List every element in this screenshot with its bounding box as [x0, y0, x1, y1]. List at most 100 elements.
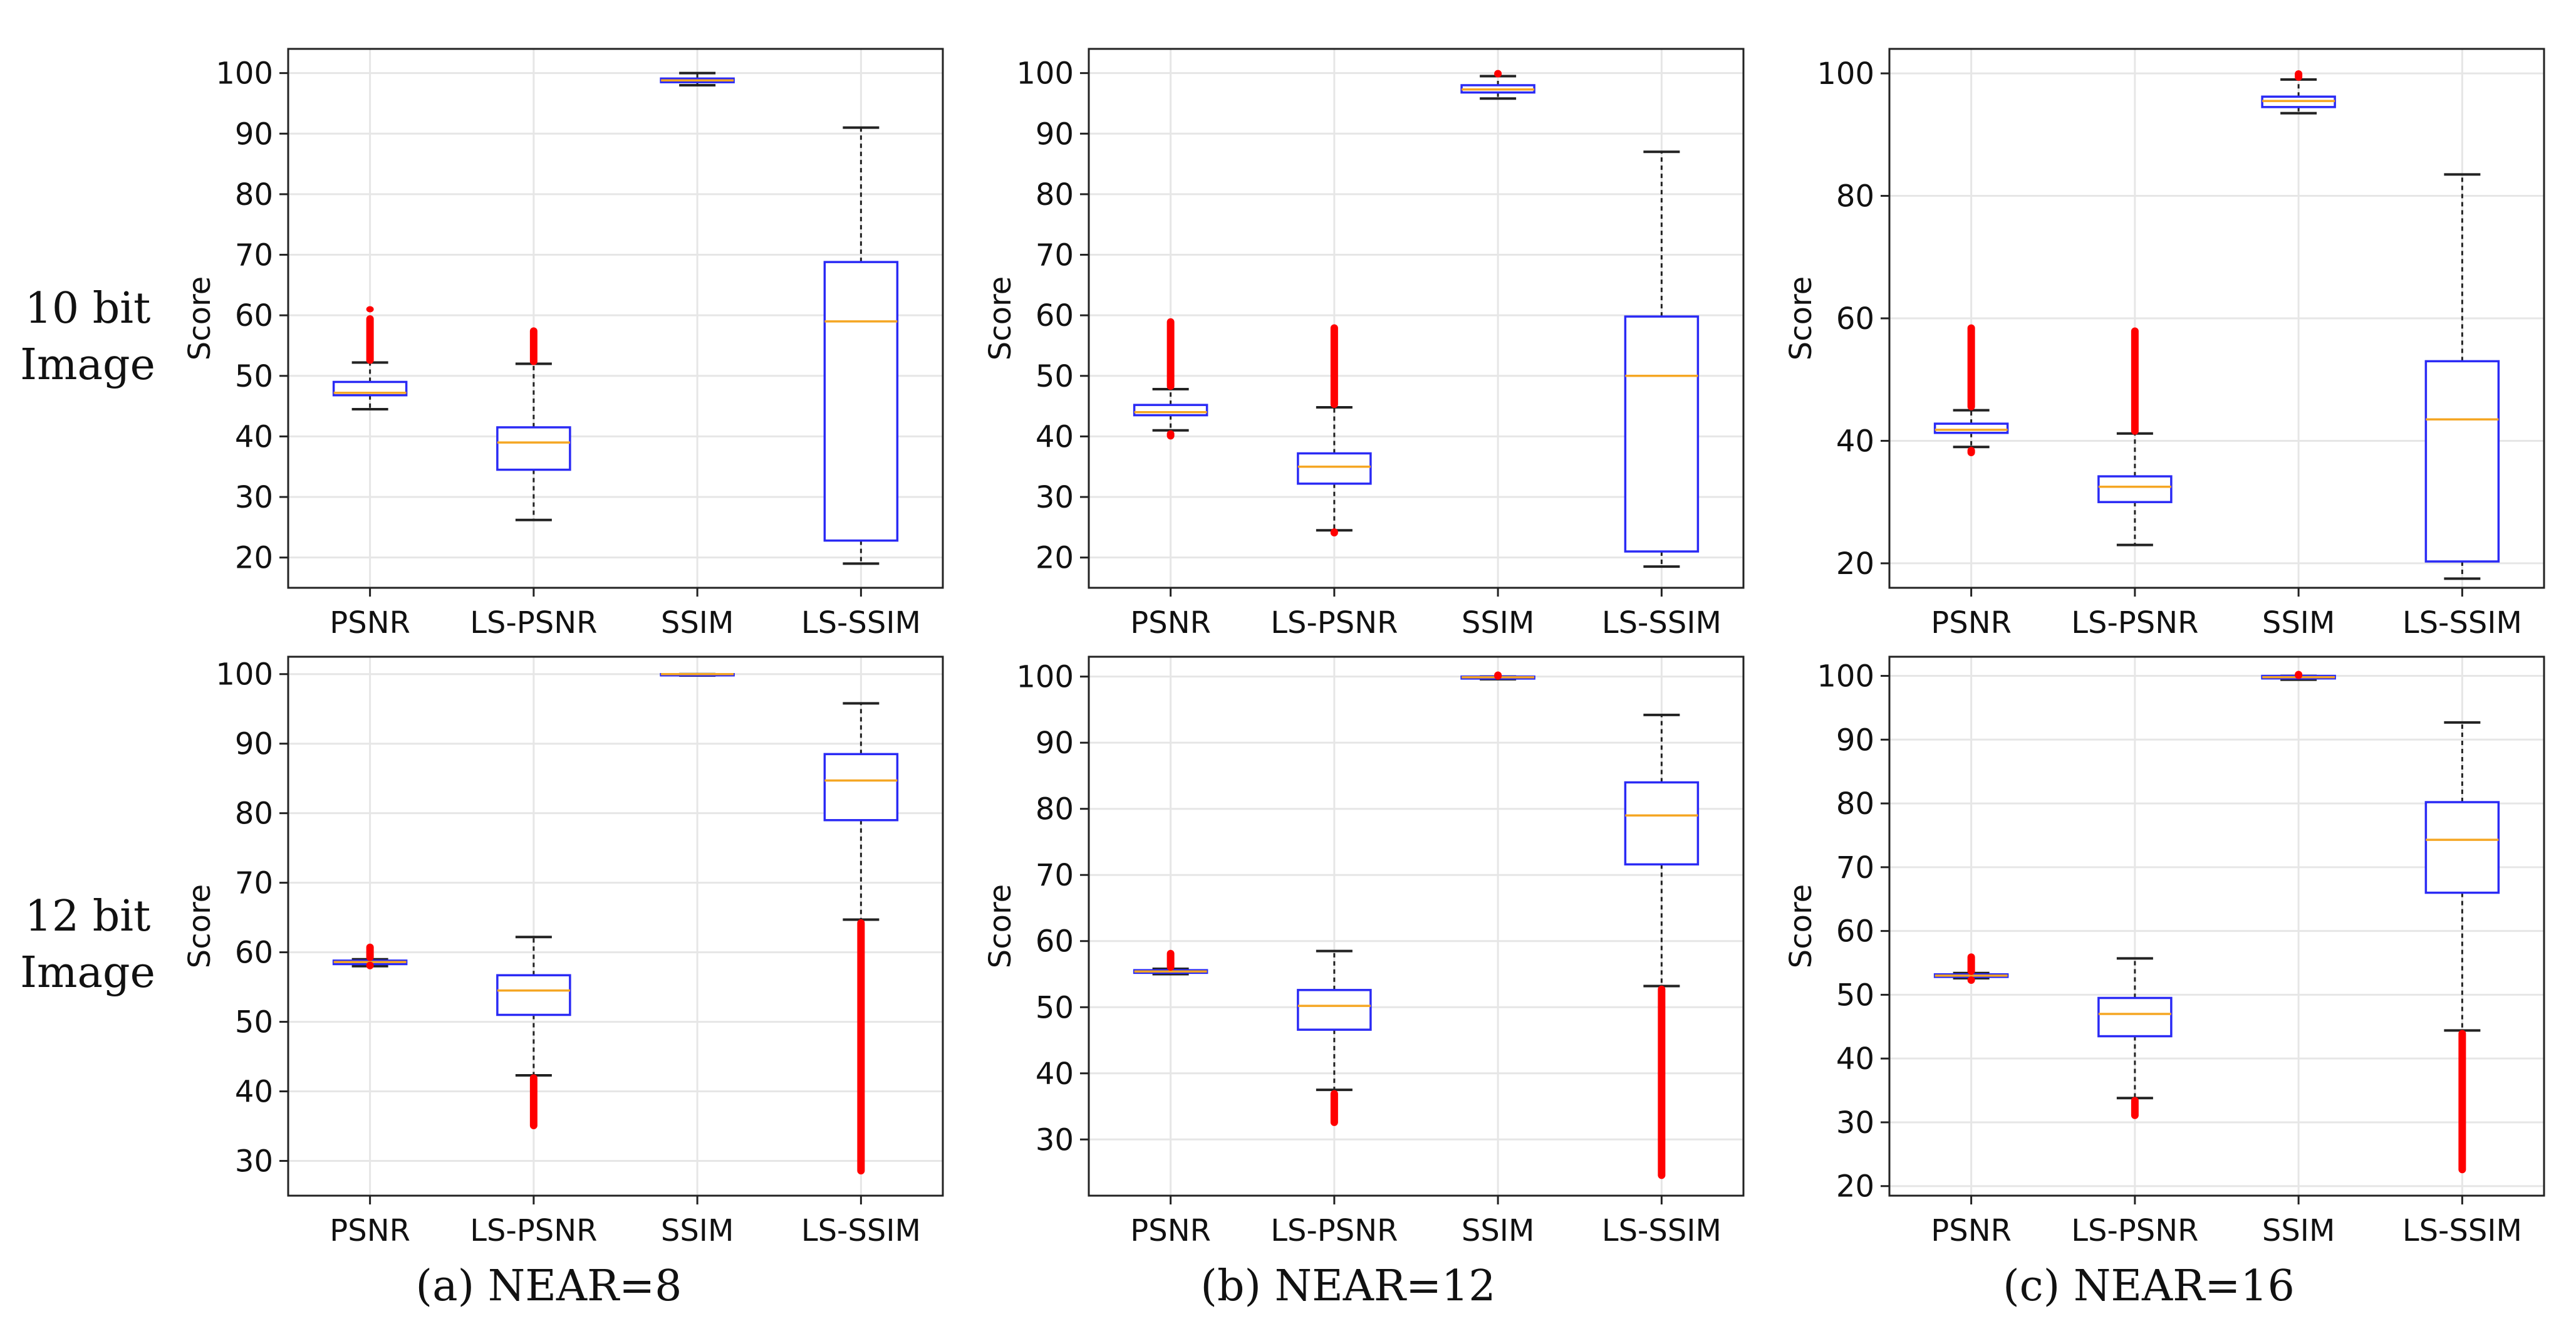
y-tick-label: 50	[235, 359, 273, 394]
x-tick-label: SSIM	[2262, 605, 2335, 640]
box-psnr	[1933, 953, 2009, 984]
box-psnr	[1133, 949, 1208, 976]
outlier-cluster	[1330, 324, 1338, 409]
outlier-cluster	[2131, 327, 2139, 435]
y-tick-label: 40	[1036, 419, 1074, 454]
row-label-10bit-line1: 10 bit	[25, 284, 151, 333]
box-iqr	[1297, 989, 1372, 1031]
y-tick-label: 30	[235, 1144, 273, 1179]
box-ls-psnr	[1297, 949, 1372, 1126]
x-tick-label: PSNR	[1130, 605, 1211, 640]
x-tick-label: PSNR	[330, 605, 410, 640]
x-tick-label: LS-PSNR	[470, 605, 597, 640]
row-label-12bit: 12 bit Image	[20, 892, 155, 998]
box-ssim	[660, 672, 735, 677]
box-ls-ssim	[2424, 173, 2500, 580]
y-tick-label: 100	[1817, 659, 1874, 694]
box-ls-ssim	[2424, 721, 2500, 1174]
box-iqr	[496, 974, 571, 1016]
outlier-cluster	[1658, 985, 1666, 1179]
outlier-cluster	[1166, 949, 1175, 971]
caption-near8: (a) NEAR=8	[416, 1261, 682, 1311]
y-tick-label: 100	[216, 56, 273, 91]
box-ls-psnr	[496, 936, 571, 1130]
outlier-cluster	[366, 306, 374, 313]
outlier-cluster	[1967, 324, 1975, 410]
panel-10bit-near8: 20 30 40 50 60 70 80 90 100 PSNR LS-PSNR SSIM LS-SSI…	[182, 48, 944, 640]
y-tick-label: 70	[235, 866, 273, 901]
box-psnr	[332, 306, 408, 410]
y-tick-label: 70	[1036, 858, 1074, 893]
x-tick-label: LS-PSNR	[470, 1213, 597, 1248]
x-tick-label: LS-SSIM	[2402, 1213, 2522, 1248]
y-tick-label: 80	[1036, 792, 1074, 827]
axes-frame	[287, 48, 944, 589]
y-tick-label: 80	[1036, 177, 1074, 212]
y-tick-label: 20	[235, 541, 273, 576]
box-iqr	[2424, 360, 2500, 563]
plot-area	[288, 657, 943, 1196]
x-tick-label: SSIM	[661, 605, 734, 640]
x-tick-label: LS-SSIM	[801, 605, 921, 640]
x-tick-label: LS-PSNR	[2071, 1213, 2198, 1248]
y-tick-label: 80	[1836, 179, 1874, 214]
panel-12bit-near12: 30 40 50 60 70 80 90 100 PSNR LS-PSNR SSIM LS-SSIM S…	[983, 655, 1745, 1248]
box-ssim	[2261, 70, 2336, 115]
axes-frame	[1888, 655, 2545, 1197]
box-iqr	[2097, 996, 2173, 1038]
y-tick-label: 100	[216, 657, 273, 692]
panel-10bit-near12: 20 30 40 50 60 70 80 90 100 PSNR LS-PSNR SSIM LS-SSI…	[983, 48, 1745, 640]
x-tick-label: SSIM	[661, 1213, 734, 1248]
box-ls-psnr	[496, 327, 571, 521]
row-label-12bit-line1: 12 bit	[25, 892, 151, 941]
outlier-cluster	[857, 919, 865, 1175]
x-tick-label: SSIM	[1462, 605, 1535, 640]
box-ls-ssim	[823, 126, 899, 565]
box-iqr	[823, 261, 899, 542]
y-axis-label: Score	[983, 884, 1018, 968]
outlier-cluster	[366, 961, 374, 969]
outlier-cluster	[529, 327, 538, 365]
outlier-cluster	[1494, 70, 1502, 78]
y-tick-label: 80	[1836, 786, 1874, 822]
box-ls-psnr	[2097, 957, 2173, 1119]
box-psnr	[1133, 318, 1208, 440]
box-ls-ssim	[1624, 713, 1700, 1179]
outlier-cluster	[366, 315, 374, 364]
y-tick-label: 40	[1036, 1057, 1074, 1092]
box-ls-psnr	[2097, 327, 2173, 546]
y-tick-label: 50	[1036, 990, 1074, 1025]
row-label-10bit: 10 bit Image	[20, 284, 155, 390]
axes-frame	[1088, 48, 1745, 589]
y-tick-label: 100	[1817, 56, 1874, 91]
y-tick-label: 70	[1036, 238, 1074, 273]
y-tick-label: 40	[235, 419, 273, 454]
y-axis-label: Score	[1784, 884, 1819, 968]
axes-frame	[287, 655, 944, 1197]
panel-12bit-near16: 20 30 40 50 60 70 80 90 100 PSNR LS-PSNR SSIM LS-SSI…	[1784, 655, 2545, 1248]
y-tick-label: 30	[1836, 1105, 1874, 1141]
outlier-cluster	[2295, 70, 2303, 81]
box-iqr	[2097, 475, 2173, 503]
box-iqr	[1624, 781, 1700, 866]
y-tick-label: 90	[235, 117, 273, 152]
y-tick-label: 20	[1836, 1169, 1874, 1204]
plot-area	[1889, 657, 2544, 1196]
y-tick-label: 20	[1836, 546, 1874, 582]
y-tick-label: 90	[1036, 726, 1074, 761]
y-tick-label: 70	[235, 238, 273, 273]
outlier-cluster	[1967, 976, 1975, 984]
x-tick-label: LS-PSNR	[1270, 1213, 1398, 1248]
y-axis-label: Score	[182, 276, 217, 360]
box-iqr	[2424, 801, 2500, 894]
x-tick-label: PSNR	[1931, 605, 2012, 640]
box-iqr	[1624, 315, 1700, 553]
y-tick-label: 80	[235, 796, 273, 832]
panel-12bit-near8: 30 40 50 60 70 80 90 100 PSNR LS-PSNR SSIM LS-SSIM S…	[182, 655, 944, 1248]
x-tick-label: PSNR	[1130, 1213, 1211, 1248]
outlier-cluster	[1967, 953, 1975, 975]
outlier-cluster	[2458, 1030, 2466, 1174]
box-ssim	[660, 71, 735, 86]
y-tick-label: 30	[1036, 480, 1074, 515]
plot-area	[1089, 657, 1743, 1196]
